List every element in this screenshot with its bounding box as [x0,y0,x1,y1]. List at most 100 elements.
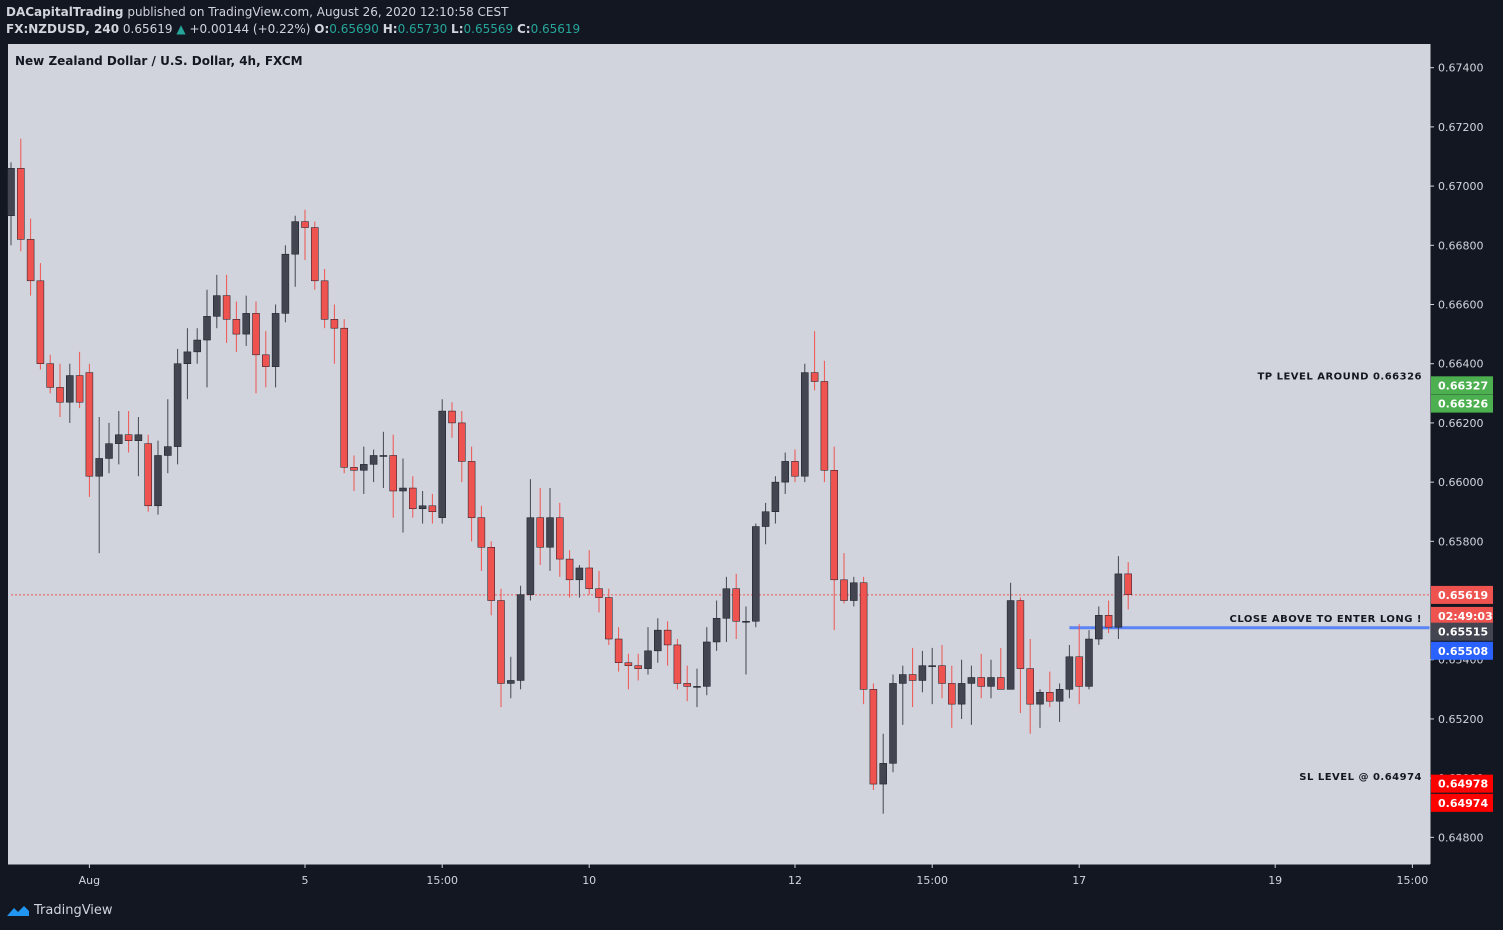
candle[interactable] [1046,671,1054,708]
candle[interactable] [693,668,701,708]
tradingview-brand[interactable]: TradingView [6,903,113,918]
candlestick-chart[interactable]: New Zealand Dollar / U.S. Dollar, 4h, FX… [0,0,1503,893]
candle[interactable] [546,488,554,571]
candle[interactable] [948,665,956,728]
candle[interactable] [418,491,427,524]
candle[interactable] [271,304,280,388]
candle[interactable] [556,502,564,577]
candle[interactable] [614,627,623,672]
candle[interactable] [644,627,652,675]
candle[interactable] [232,301,241,352]
candle[interactable] [820,360,829,483]
candle[interactable] [26,218,35,296]
candle[interactable] [536,488,544,566]
candle[interactable] [467,446,476,542]
candle[interactable] [46,354,54,394]
candle[interactable] [360,446,368,494]
candle[interactable] [869,683,878,790]
candle[interactable] [624,653,633,690]
candle[interactable] [585,550,593,595]
candle[interactable] [516,585,525,690]
candle[interactable] [428,493,437,524]
candle[interactable] [673,639,682,690]
candle[interactable] [987,659,995,699]
candle[interactable] [840,553,848,604]
candle[interactable] [791,449,799,483]
candle[interactable] [487,541,495,616]
candle[interactable] [722,576,731,642]
candle[interactable] [7,162,15,246]
candle[interactable] [1085,630,1093,690]
candle[interactable] [742,606,750,675]
candle[interactable] [1114,556,1123,640]
candle[interactable] [320,268,329,329]
publisher-name[interactable]: DACapitalTrading [6,5,124,19]
candle[interactable] [938,644,946,699]
candle[interactable] [810,331,819,391]
candle[interactable] [252,301,260,394]
candle[interactable] [771,476,780,524]
candle[interactable] [1006,582,1015,690]
candle[interactable] [173,348,182,465]
candle[interactable] [703,627,711,696]
candle[interactable] [1036,689,1044,728]
candle[interactable] [928,647,936,705]
candle[interactable] [124,411,133,453]
plot-area[interactable] [8,44,1430,864]
candle[interactable] [379,431,388,489]
candle[interactable] [1095,606,1103,645]
candle[interactable] [752,523,760,628]
candle[interactable] [634,653,642,681]
candle[interactable] [369,449,378,483]
candle[interactable] [477,505,486,571]
candle[interactable] [340,319,348,474]
candle[interactable] [222,274,231,343]
candle[interactable] [193,328,201,364]
candle[interactable] [899,665,907,725]
candle[interactable] [164,399,172,474]
candle[interactable] [203,289,211,388]
candle[interactable] [281,245,290,323]
candle[interactable] [66,363,74,423]
candle[interactable] [242,295,250,346]
candle[interactable] [95,416,103,554]
candle[interactable] [859,576,868,705]
candle[interactable] [1104,600,1113,634]
candle[interactable] [438,399,446,524]
candle[interactable] [56,363,64,417]
candle[interactable] [977,653,985,699]
candle[interactable] [1026,639,1034,734]
candle[interactable] [154,440,162,515]
candle[interactable] [330,304,339,364]
candle[interactable] [605,588,613,645]
candle[interactable] [889,674,897,773]
candle[interactable] [291,215,299,287]
candle[interactable] [1016,597,1025,714]
candle[interactable] [781,452,789,494]
candle[interactable] [565,550,574,598]
price-axis[interactable] [1430,44,1503,864]
candle[interactable] [1075,624,1083,705]
candle[interactable] [732,573,740,640]
candle[interactable] [301,209,309,261]
candle[interactable] [311,221,319,290]
candle[interactable] [918,650,927,693]
candle[interactable] [1065,644,1074,699]
candle[interactable] [36,263,45,370]
candle[interactable] [115,411,123,465]
candle[interactable] [399,458,407,533]
candle[interactable] [997,647,1005,690]
candle[interactable] [458,411,466,483]
time-axis[interactable] [0,864,1430,893]
candle[interactable] [144,434,152,512]
candle[interactable] [957,659,966,719]
candle[interactable] [85,363,94,497]
candle[interactable] [75,351,84,409]
candle[interactable] [654,618,662,663]
candle[interactable] [448,402,456,438]
symbol-label[interactable]: FX:NZDUSD, 240 [6,22,120,36]
candle[interactable] [262,331,270,388]
candle[interactable] [105,422,113,474]
candle[interactable] [526,479,535,601]
candle[interactable] [712,600,721,651]
